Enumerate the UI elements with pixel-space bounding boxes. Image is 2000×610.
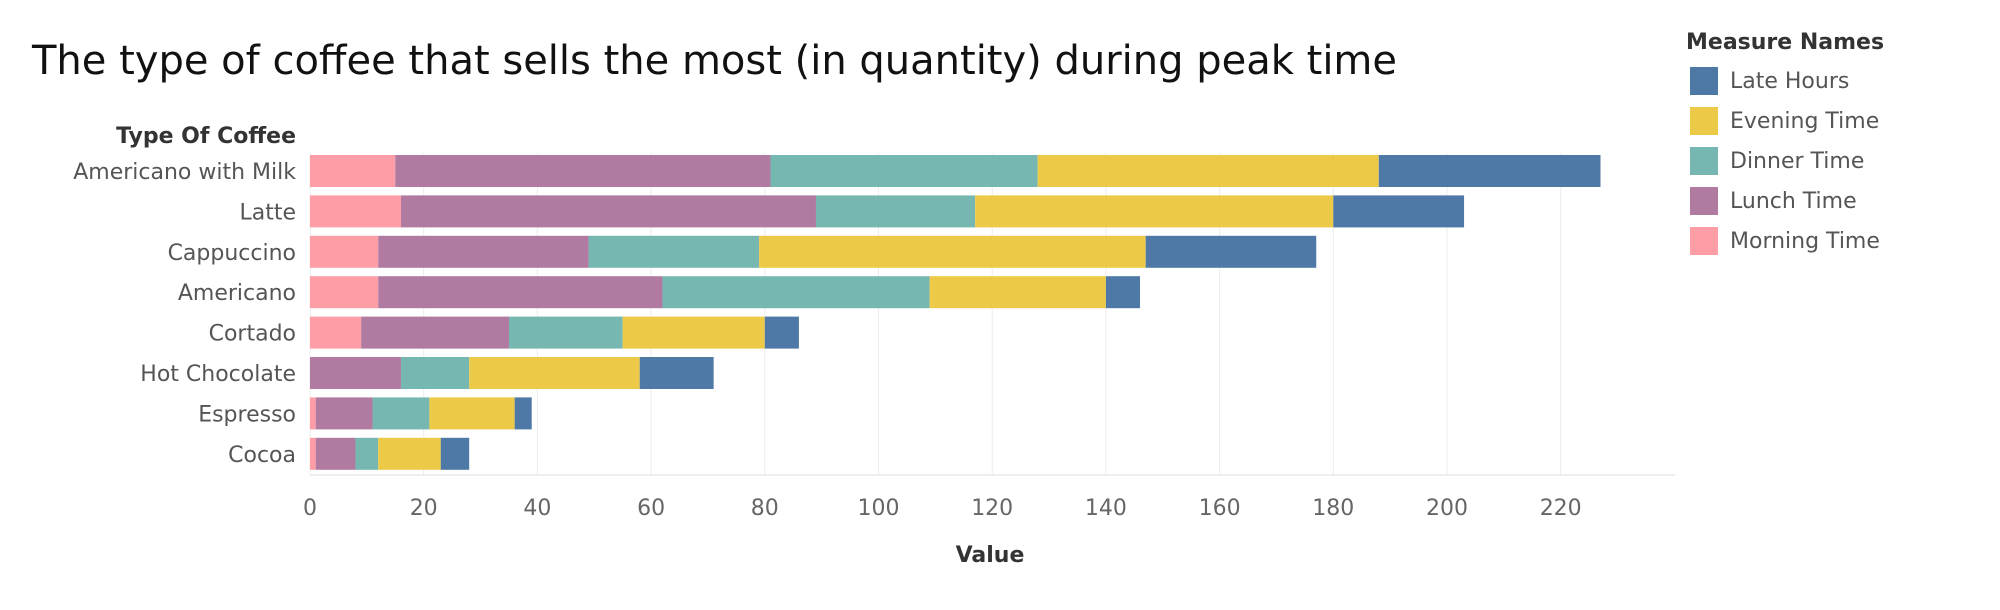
bar-segment (361, 316, 509, 349)
bar-segment (310, 155, 396, 187)
legend: Measure Names Late Hours Evening Time Dinn… (1686, 30, 1884, 261)
legend-item: Evening Time (1686, 101, 1884, 141)
bar-segment (378, 276, 663, 309)
bar-segment (469, 357, 640, 389)
bar-segment (378, 437, 441, 470)
bar-segment (1105, 276, 1141, 309)
x-tick-label: 80 (751, 496, 779, 521)
bar-segment (1037, 155, 1379, 187)
legend-label: Late Hours (1730, 68, 1850, 94)
legend-swatch (1690, 107, 1718, 135)
bar-segment (310, 397, 316, 430)
bar-segment (770, 155, 1038, 187)
bar-segment (400, 195, 816, 228)
x-tick-label: 120 (971, 496, 1013, 521)
bar-segment (429, 397, 515, 430)
bar-segment (440, 437, 470, 470)
bar-segment (310, 195, 401, 228)
x-tick-labels: 0 20 40 60 80 100 120 140 160 180 200 220 (303, 496, 1582, 521)
legend-swatch (1690, 227, 1718, 255)
bar-segment (310, 357, 401, 389)
legend-item: Late Hours (1686, 61, 1884, 101)
category-label: Cocoa (228, 443, 296, 468)
bar-segment (378, 235, 589, 268)
x-tick-label: 200 (1426, 496, 1468, 521)
bar-segment (1333, 195, 1465, 228)
x-tick-label: 100 (858, 496, 900, 521)
category-label: Cappuccino (168, 241, 296, 266)
legend-item: Morning Time (1686, 221, 1884, 261)
bar-segment (639, 357, 714, 389)
x-tick-label: 40 (523, 496, 551, 521)
legend-label: Dinner Time (1730, 148, 1865, 174)
bar-segment (815, 195, 976, 228)
bar-segment (315, 437, 356, 470)
bar-segment (310, 235, 379, 268)
bar-segment (1145, 235, 1317, 268)
x-tick-label: 140 (1085, 496, 1127, 521)
bar-segment (508, 316, 623, 349)
bar-segment (588, 235, 760, 268)
legend-label: Evening Time (1730, 108, 1880, 134)
category-label: Cortado (209, 322, 296, 347)
x-tick-label: 20 (410, 496, 438, 521)
bar-segment (355, 437, 379, 470)
bar-segment (310, 276, 379, 309)
chart-title: The type of coffee that sells the most (… (32, 38, 1397, 84)
x-axis-title: Value (956, 543, 1025, 568)
bar-segment (400, 357, 470, 389)
x-tick-label: 60 (637, 496, 665, 521)
bar-segment (759, 235, 1146, 268)
bar-segment (975, 195, 1334, 228)
bars (310, 155, 1601, 470)
category-label: Hot Chocolate (140, 362, 296, 387)
legend-swatch (1690, 187, 1718, 215)
legend-title: Measure Names (1686, 30, 1885, 55)
x-tick-label: 220 (1540, 496, 1582, 521)
legend-label: Morning Time (1730, 228, 1880, 254)
bar-segment (310, 316, 362, 349)
x-tick-label: 160 (1199, 496, 1241, 521)
bar-segment (764, 316, 799, 349)
bar-segment (514, 397, 532, 430)
bar-segment (622, 316, 765, 349)
y-axis-title: Type Of Coffee (116, 124, 296, 149)
category-label: Latte (239, 200, 296, 225)
bar-segment (310, 437, 316, 470)
x-tick-label: 0 (303, 496, 317, 521)
legend-label: Lunch Time (1730, 188, 1857, 214)
legend-item: Lunch Time (1686, 181, 1884, 221)
bar-segment (929, 276, 1106, 309)
x-tick-label: 180 (1312, 496, 1354, 521)
category-label: Americano with Milk (73, 160, 296, 185)
legend-swatch (1690, 67, 1718, 95)
category-labels: Americano with Milk Latte Cappuccino Americ… (73, 160, 296, 468)
category-label: Americano (178, 281, 296, 306)
bar-segment (372, 397, 430, 430)
bar-segment (662, 276, 930, 309)
legend-items: Late Hours Evening Time Dinner Time Lunch T… (1686, 61, 1884, 261)
bar-segment (315, 397, 373, 430)
bar-segment (1378, 155, 1601, 187)
category-label: Espresso (198, 402, 296, 427)
bar-segment (395, 155, 771, 187)
legend-item: Dinner Time (1686, 141, 1884, 181)
legend-swatch (1690, 147, 1718, 175)
